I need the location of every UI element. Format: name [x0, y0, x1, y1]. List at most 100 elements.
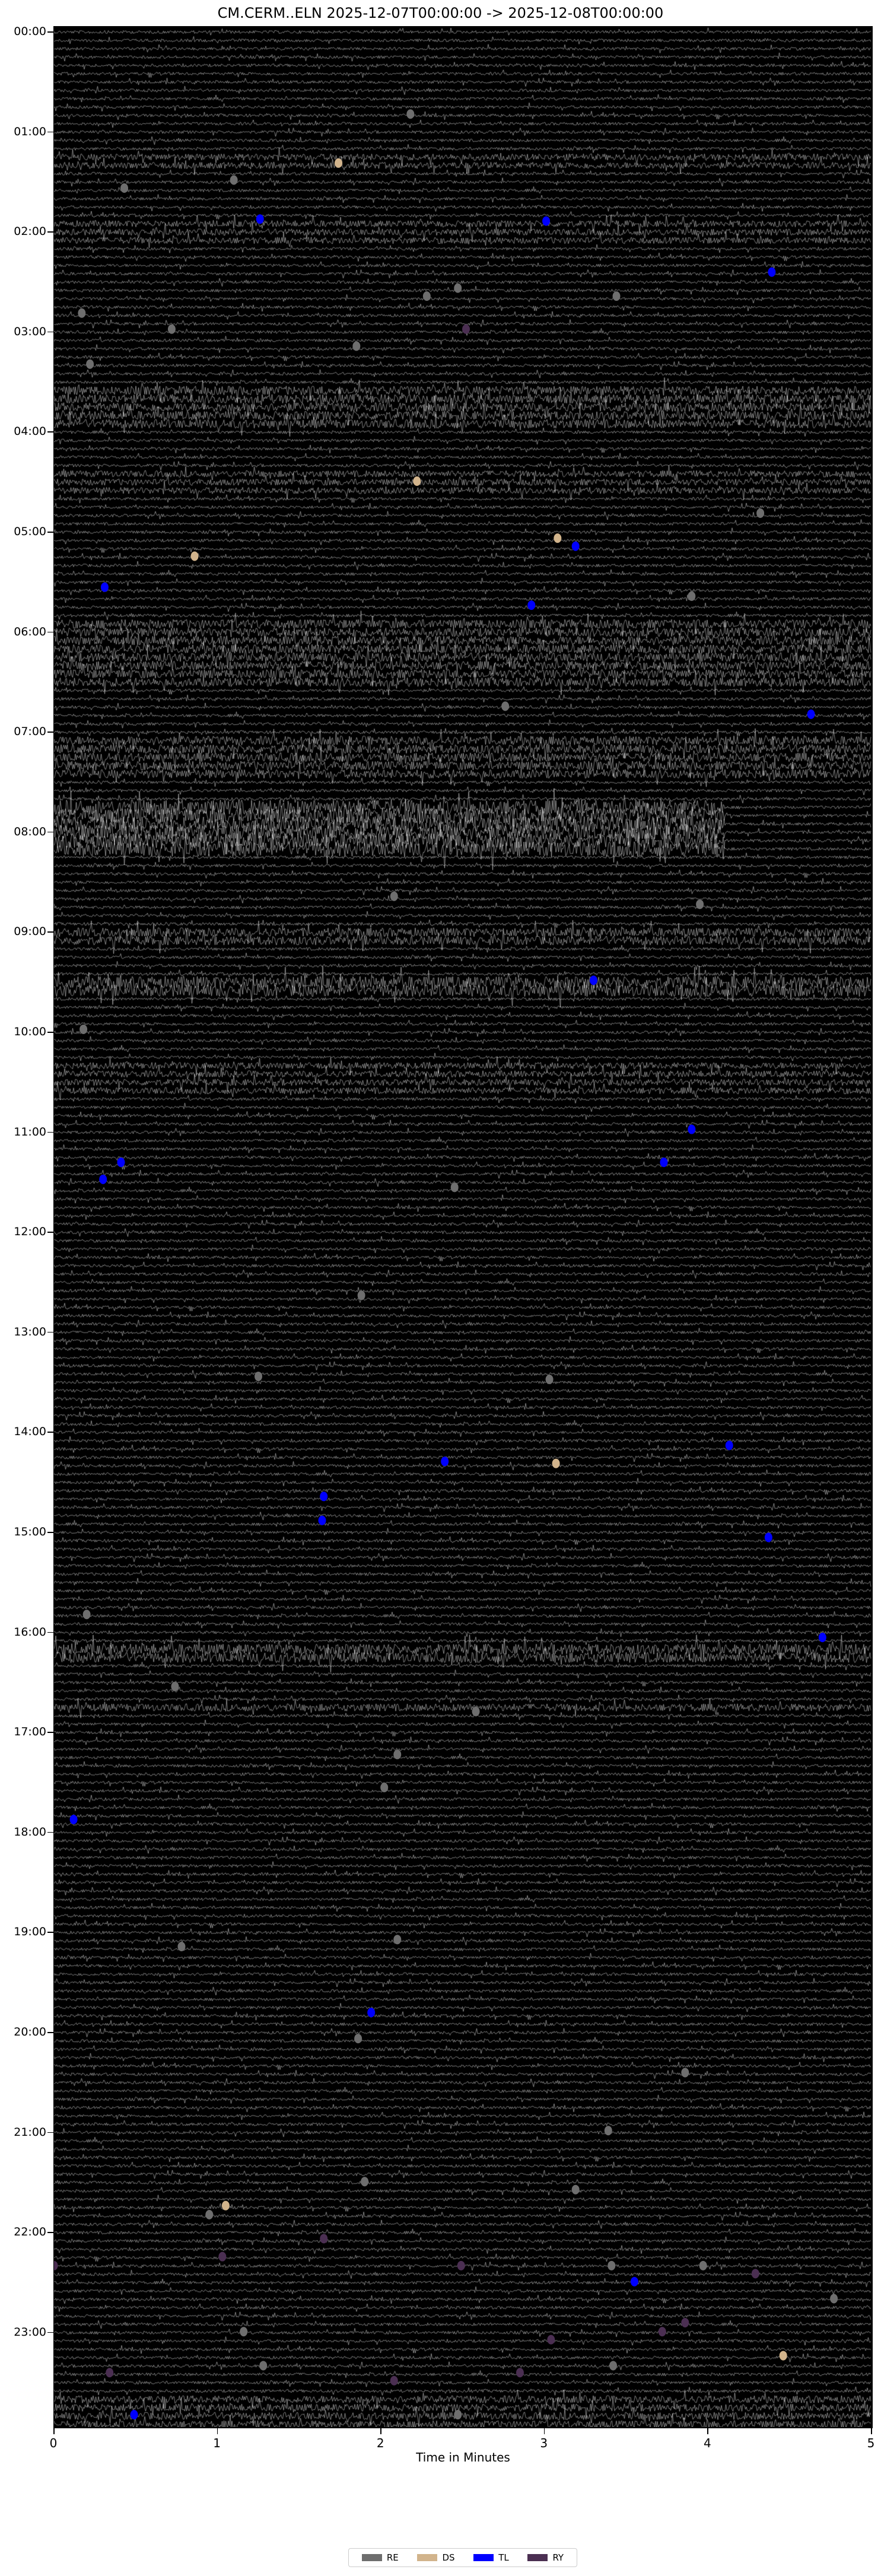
y-tick-label: 13:00 [14, 1325, 46, 1338]
event-marker-tl [660, 1157, 668, 1168]
event-marker-re [120, 183, 129, 193]
event-marker-re [756, 508, 765, 518]
event-marker-ry [54, 2260, 58, 2270]
event-marker-re [545, 1375, 554, 1385]
event-marker-re [82, 1610, 91, 1620]
plot-area [53, 26, 873, 2428]
y-tick [47, 1831, 53, 1833]
event-marker-tl [630, 2276, 638, 2286]
event-marker-tl [130, 2410, 138, 2420]
event-marker-ry [516, 2368, 524, 2378]
y-tick-label: 05:00 [14, 525, 46, 538]
event-marker-re [681, 2068, 689, 2078]
event-marker-re [454, 283, 462, 293]
event-marker-ry [218, 2251, 227, 2262]
event-markers [54, 109, 838, 2420]
event-marker-ry [390, 2375, 398, 2386]
event-marker-ds [554, 533, 562, 543]
x-tick-label: 5 [867, 2436, 875, 2450]
x-tick-label: 1 [213, 2436, 221, 2450]
event-marker-re [167, 324, 176, 334]
event-marker-re [230, 175, 238, 185]
legend-swatch [361, 2554, 382, 2561]
event-marker-ry [462, 324, 470, 334]
x-tick-label: 0 [49, 2436, 58, 2450]
event-marker-re [604, 2126, 612, 2136]
y-tick-label: 20:00 [14, 2025, 46, 2038]
y-tick [47, 2232, 53, 2233]
event-marker-tl [256, 214, 264, 224]
event-marker-re [609, 2361, 618, 2371]
event-marker-re [354, 2034, 362, 2044]
y-tick-label: 15:00 [14, 1525, 46, 1538]
y-tick [47, 2332, 53, 2333]
x-tick [380, 2428, 381, 2434]
y-tick [47, 831, 53, 833]
event-marker-re [608, 2260, 616, 2270]
y-tick-label: 10:00 [14, 1025, 46, 1038]
event-marker-tl [318, 1515, 326, 1525]
y-tick [47, 631, 53, 633]
y-tick-label: 23:00 [14, 2325, 46, 2339]
y-tick [47, 1532, 53, 1533]
event-marker-re [255, 1371, 262, 1381]
event-marker-re [422, 291, 431, 301]
event-marker-re [240, 2327, 248, 2337]
legend-label: RY [552, 2552, 564, 2563]
x-tick [871, 2428, 872, 2434]
x-tick [543, 2428, 545, 2434]
event-marker-re [406, 109, 415, 119]
event-marker-re [830, 2294, 838, 2304]
legend-swatch [417, 2554, 438, 2561]
legend-item: TL [473, 2552, 509, 2563]
y-tick-label: 16:00 [14, 1625, 46, 1639]
legend-item: DS [417, 2552, 455, 2563]
legend: RE DS TL RY [348, 2548, 577, 2567]
x-tick [217, 2428, 218, 2434]
y-tick-label: 21:00 [14, 2125, 46, 2139]
event-marker-re [86, 359, 94, 369]
event-marker-ds [552, 1458, 560, 1468]
event-marker-ds [190, 551, 199, 561]
y-tick-label: 18:00 [14, 1825, 46, 1839]
event-marker-tl [117, 1157, 125, 1168]
event-marker-ds [413, 476, 421, 486]
chart-title: CM.CERM..ELN 2025-12-07T00:00:00 -> 2025… [217, 5, 664, 21]
event-marker-re [78, 308, 86, 318]
y-tick-label: 03:00 [14, 325, 46, 338]
y-tick [47, 31, 53, 33]
y-tick-label: 14:00 [14, 1425, 46, 1439]
y-tick [47, 1232, 53, 1233]
y-tick [47, 331, 53, 333]
event-marker-re [612, 291, 621, 301]
event-marker-re [205, 2209, 214, 2219]
event-marker-ry [751, 2269, 759, 2279]
legend-item: RY [527, 2552, 564, 2563]
seismic-traces [54, 27, 872, 2427]
y-tick [47, 1932, 53, 1933]
y-tick [47, 2032, 53, 2033]
y-tick [47, 2132, 53, 2133]
y-tick [47, 1331, 53, 1333]
event-marker-re [357, 1290, 365, 1300]
event-marker-re [259, 2361, 268, 2371]
y-tick-label: 02:00 [14, 225, 46, 238]
legend-swatch [473, 2554, 494, 2561]
event-marker-re [171, 1681, 179, 1691]
event-marker-ry [106, 2368, 114, 2378]
event-marker-ds [779, 2351, 787, 2361]
event-marker-tl [542, 216, 551, 226]
legend-swatch [527, 2554, 548, 2561]
y-tick [47, 1032, 53, 1033]
event-marker-re [79, 1024, 88, 1034]
event-marker-re [472, 1706, 480, 1716]
event-marker-tl [99, 1174, 107, 1184]
event-marker-ry [547, 2335, 555, 2345]
event-marker-ry [681, 2317, 689, 2327]
event-marker-re [501, 701, 510, 711]
event-marker-re [177, 1942, 186, 1952]
event-marker-ry [320, 2234, 328, 2244]
event-marker-tl [571, 541, 580, 551]
y-tick-label: 11:00 [14, 1125, 46, 1138]
y-tick [47, 931, 53, 933]
